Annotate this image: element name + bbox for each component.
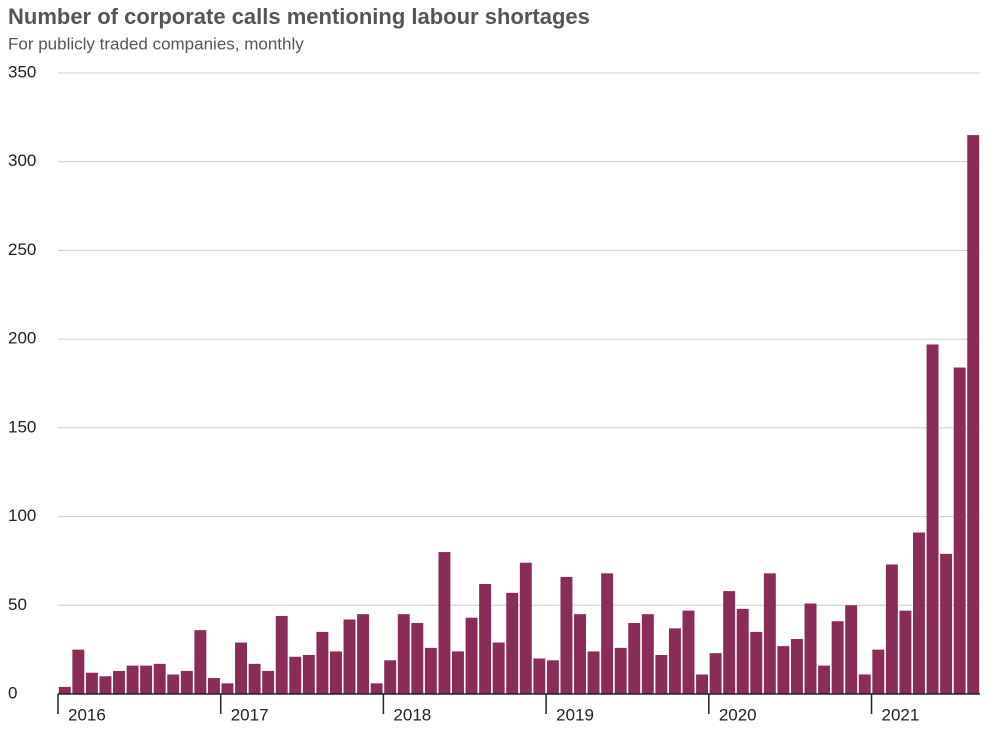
bar <box>519 562 532 694</box>
bar <box>709 653 722 694</box>
bar <box>885 564 898 694</box>
y-tick-label: 300 <box>8 151 36 170</box>
bar <box>140 665 153 694</box>
bar <box>953 367 966 694</box>
bar <box>262 670 275 694</box>
x-tick-label: 2021 <box>882 705 920 724</box>
bar <box>872 649 885 694</box>
bar <box>628 623 641 694</box>
bar <box>574 614 586 694</box>
y-tick-label: 0 <box>8 683 17 702</box>
bar <box>248 663 261 694</box>
y-tick-label: 250 <box>8 240 36 259</box>
bar <box>858 674 871 694</box>
chart-title: Number of corporate calls mentioning lab… <box>8 4 590 29</box>
bar <box>940 553 953 694</box>
bar <box>533 658 546 694</box>
x-tick-label: 2018 <box>393 705 431 724</box>
bar <box>194 630 207 694</box>
bar <box>411 623 424 694</box>
y-tick-label: 100 <box>8 506 36 525</box>
bar <box>465 617 478 694</box>
bar <box>926 344 939 694</box>
bar <box>370 683 383 694</box>
bar <box>560 576 573 694</box>
bar <box>289 656 302 694</box>
bar <box>329 651 342 694</box>
bar <box>777 646 790 694</box>
bar <box>790 638 803 694</box>
bar <box>397 614 410 694</box>
bar <box>831 621 844 694</box>
bar <box>207 678 220 694</box>
bar <box>452 651 464 694</box>
y-tick-label: 50 <box>8 595 27 614</box>
bar <box>153 663 166 694</box>
bar <box>641 614 654 694</box>
bar <box>899 610 912 694</box>
bar <box>275 615 288 694</box>
bar <box>113 670 125 694</box>
bar <box>818 665 831 694</box>
bar <box>601 573 614 694</box>
bar <box>438 552 451 694</box>
bar <box>235 642 248 694</box>
x-tick-label: 2016 <box>68 705 106 724</box>
x-tick-label: 2019 <box>556 705 594 724</box>
bar <box>587 651 600 694</box>
bar <box>655 654 668 694</box>
y-tick-label: 350 <box>8 62 36 81</box>
bar <box>180 670 193 694</box>
bar <box>302 654 315 694</box>
bar <box>804 603 817 694</box>
bar <box>85 672 98 694</box>
x-tick-label: 2017 <box>231 705 269 724</box>
bar <box>221 683 234 694</box>
bar <box>126 665 139 694</box>
chart-subtitle: For publicly traded companies, monthly <box>8 34 304 53</box>
bar <box>967 135 980 695</box>
bar <box>614 647 627 694</box>
y-tick-label: 200 <box>8 329 36 348</box>
bar <box>506 592 519 694</box>
bar <box>316 631 329 694</box>
bar <box>357 614 370 694</box>
bar <box>99 676 112 694</box>
bar <box>913 532 925 694</box>
bar <box>492 642 505 694</box>
bar <box>696 674 709 694</box>
bar <box>546 660 559 694</box>
bar <box>763 573 776 694</box>
bar <box>58 686 71 694</box>
bar <box>72 649 85 694</box>
bar <box>424 647 437 694</box>
bar <box>736 608 749 694</box>
bar <box>479 583 492 694</box>
bar <box>682 610 695 694</box>
bar <box>668 628 681 694</box>
bar <box>167 674 180 694</box>
bar <box>384 660 397 694</box>
bar <box>845 605 858 694</box>
x-tick-label: 2020 <box>719 705 757 724</box>
bar <box>343 619 356 694</box>
bar <box>723 591 736 694</box>
y-tick-label: 150 <box>8 417 36 436</box>
bar <box>750 631 763 694</box>
